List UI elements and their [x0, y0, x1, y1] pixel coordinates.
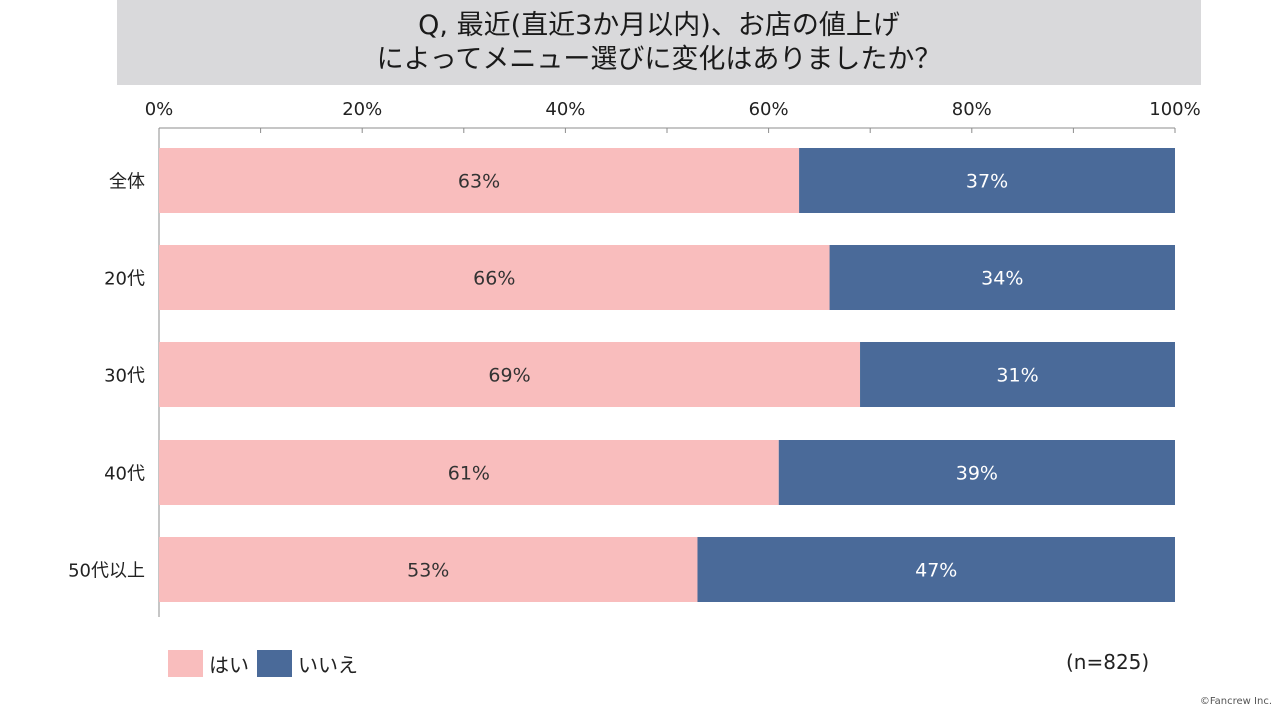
x-tick-label: 20% — [342, 99, 382, 120]
data-label: 39% — [956, 463, 998, 485]
bar-segment — [697, 537, 1175, 602]
legend-item-no: いいえ — [257, 649, 358, 678]
legend: はい いいえ — [168, 649, 366, 678]
x-tick-label: 100% — [1149, 99, 1200, 120]
x-tick-label: 60% — [749, 99, 789, 120]
data-label: 47% — [915, 560, 957, 582]
bar-segment — [159, 537, 698, 602]
bar-segment — [159, 148, 800, 213]
x-tick-label: 40% — [545, 99, 585, 120]
category-label: 20代 — [104, 269, 145, 290]
sample-size: (n=825) — [1066, 650, 1150, 674]
title-box: Q, 最近(直近3か月以内)、お店の値上げ によってメニュー選びに変化はありまし… — [117, 0, 1201, 85]
x-tick-label: 80% — [952, 99, 992, 120]
data-label: 31% — [996, 365, 1038, 387]
bar-segment — [860, 342, 1175, 407]
data-label: 34% — [981, 268, 1023, 290]
data-label: 69% — [488, 365, 530, 387]
title-line-2: によってメニュー選びに変化はありましたか？ — [376, 43, 942, 75]
legend-item-yes: はい — [168, 649, 249, 678]
data-label: 37% — [966, 171, 1008, 193]
data-label: 63% — [458, 171, 500, 193]
data-label: 66% — [473, 268, 515, 290]
legend-swatch-no — [257, 650, 292, 677]
bar-segment — [829, 245, 1175, 310]
bar-segment — [778, 440, 1175, 505]
category-label: 30代 — [104, 366, 145, 387]
bar-segment — [159, 245, 830, 310]
category-label: 全体 — [109, 172, 145, 193]
copyright: ©Fancrew Inc. — [1199, 696, 1272, 707]
category-label: 50代以上 — [68, 561, 145, 582]
data-label: 53% — [407, 560, 449, 582]
category-label: 40代 — [104, 464, 145, 485]
legend-swatch-yes — [168, 650, 203, 677]
legend-label-yes: はい — [209, 653, 249, 677]
title-line-1: Q, 最近(直近3か月以内)、お店の値上げ — [418, 9, 900, 41]
legend-label-no: いいえ — [298, 653, 358, 677]
bar-segment — [799, 148, 1175, 213]
bar-segment — [159, 342, 861, 407]
bar-segment — [159, 440, 779, 505]
x-tick-label: 0% — [145, 99, 174, 120]
data-label: 61% — [448, 463, 490, 485]
